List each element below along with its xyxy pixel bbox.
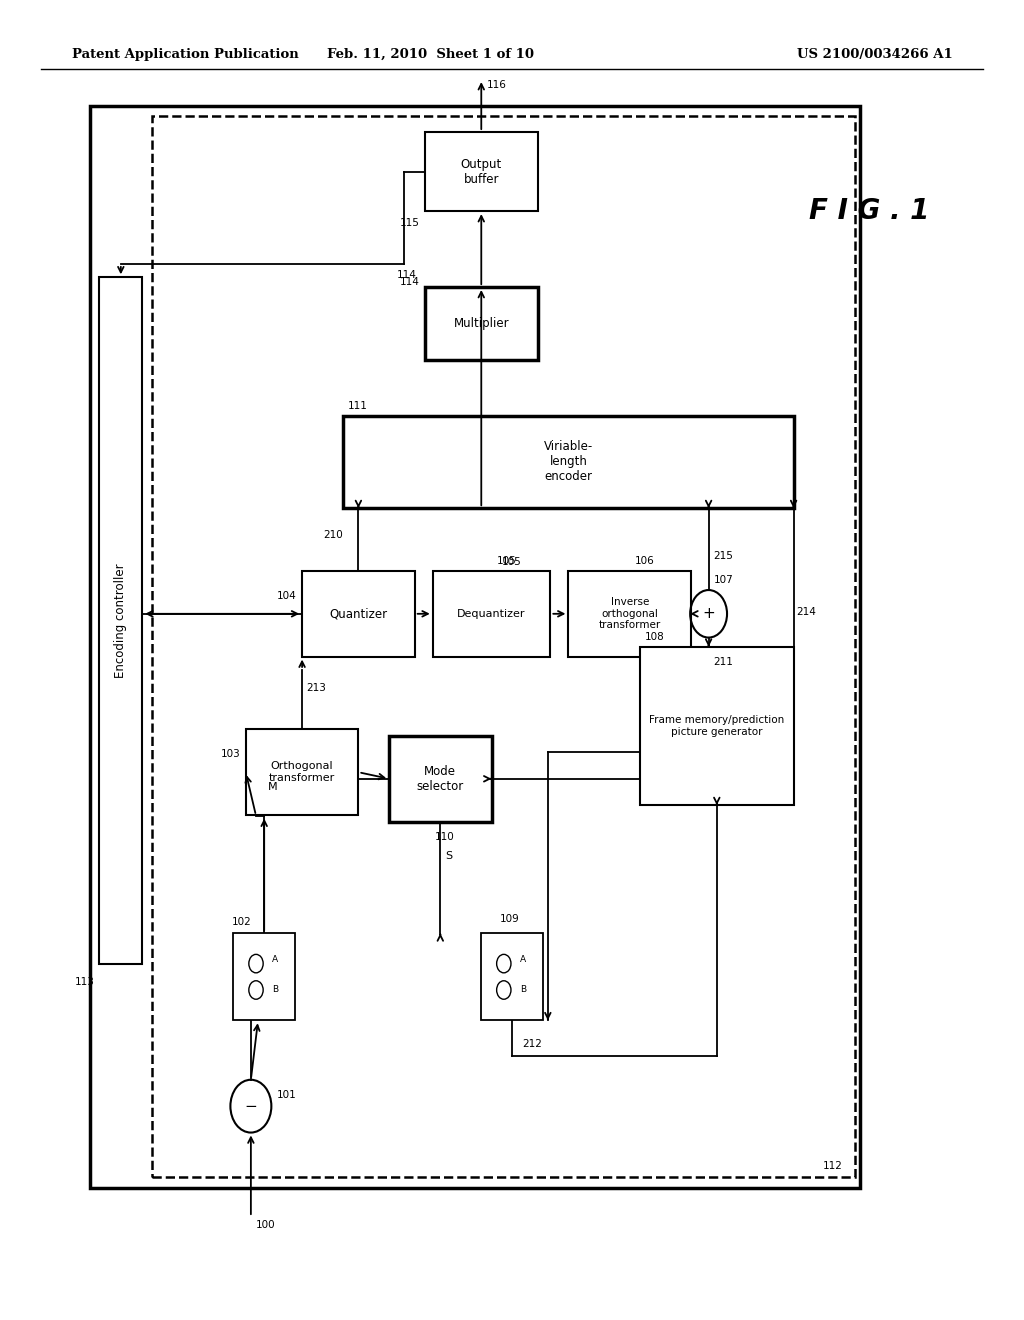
Text: 210: 210 [324,529,343,540]
Text: −: − [245,1098,257,1114]
Text: Frame memory/prediction
picture generator: Frame memory/prediction picture generato… [649,715,784,737]
Text: US 2100/0034266 A1: US 2100/0034266 A1 [797,48,952,61]
Text: 113: 113 [75,977,94,987]
Text: Encoding controller: Encoding controller [115,564,127,677]
Text: A: A [272,956,279,964]
FancyBboxPatch shape [233,933,295,1020]
Text: Inverse
orthogonal
transformer: Inverse orthogonal transformer [599,597,660,631]
FancyBboxPatch shape [302,570,415,656]
Text: 105: 105 [497,556,516,565]
Text: 213: 213 [306,682,326,693]
Text: 112: 112 [823,1160,843,1171]
Text: 101: 101 [276,1089,296,1100]
Text: S: S [445,851,453,862]
Text: A: A [520,956,526,964]
Text: Orthogonal
transformer: Orthogonal transformer [269,762,335,783]
Text: 212: 212 [522,1039,542,1049]
FancyBboxPatch shape [568,570,691,656]
Text: 111: 111 [348,400,368,411]
Text: Mode
selector: Mode selector [417,764,464,793]
FancyBboxPatch shape [343,416,794,508]
Text: Output
buffer: Output buffer [461,157,502,186]
FancyBboxPatch shape [90,106,860,1188]
Text: Quantizer: Quantizer [330,607,387,620]
FancyBboxPatch shape [246,729,358,816]
Text: 110: 110 [435,832,455,842]
Text: Viriable-
length
encoder: Viriable- length encoder [544,441,593,483]
FancyBboxPatch shape [640,647,794,805]
Text: 100: 100 [256,1220,275,1230]
FancyBboxPatch shape [425,286,538,359]
Text: M: M [268,781,278,792]
Text: Patent Application Publication: Patent Application Publication [72,48,298,61]
FancyBboxPatch shape [481,933,543,1020]
Text: Dequantizer: Dequantizer [458,609,525,619]
Text: 114: 114 [400,277,420,288]
Text: 214: 214 [797,607,816,616]
Text: B: B [520,986,526,994]
Text: +: + [702,606,715,622]
FancyBboxPatch shape [425,132,538,211]
Text: 108: 108 [645,631,665,642]
Text: 106: 106 [635,556,654,565]
Text: 105: 105 [502,557,521,568]
Text: 116: 116 [486,79,506,90]
FancyBboxPatch shape [432,570,551,656]
Text: 115: 115 [400,218,420,228]
Text: B: B [272,986,279,994]
Text: 103: 103 [221,748,241,759]
Text: 215: 215 [714,550,733,561]
Text: F I G . 1: F I G . 1 [809,197,930,226]
Text: 114: 114 [397,271,417,281]
Text: Multiplier: Multiplier [454,317,509,330]
Text: 211: 211 [714,656,733,667]
Text: 107: 107 [714,574,733,585]
Text: 109: 109 [500,913,519,924]
FancyBboxPatch shape [389,737,492,821]
FancyBboxPatch shape [99,277,142,964]
Text: 104: 104 [278,590,297,601]
Text: Feb. 11, 2010  Sheet 1 of 10: Feb. 11, 2010 Sheet 1 of 10 [327,48,534,61]
Text: 102: 102 [231,916,251,927]
